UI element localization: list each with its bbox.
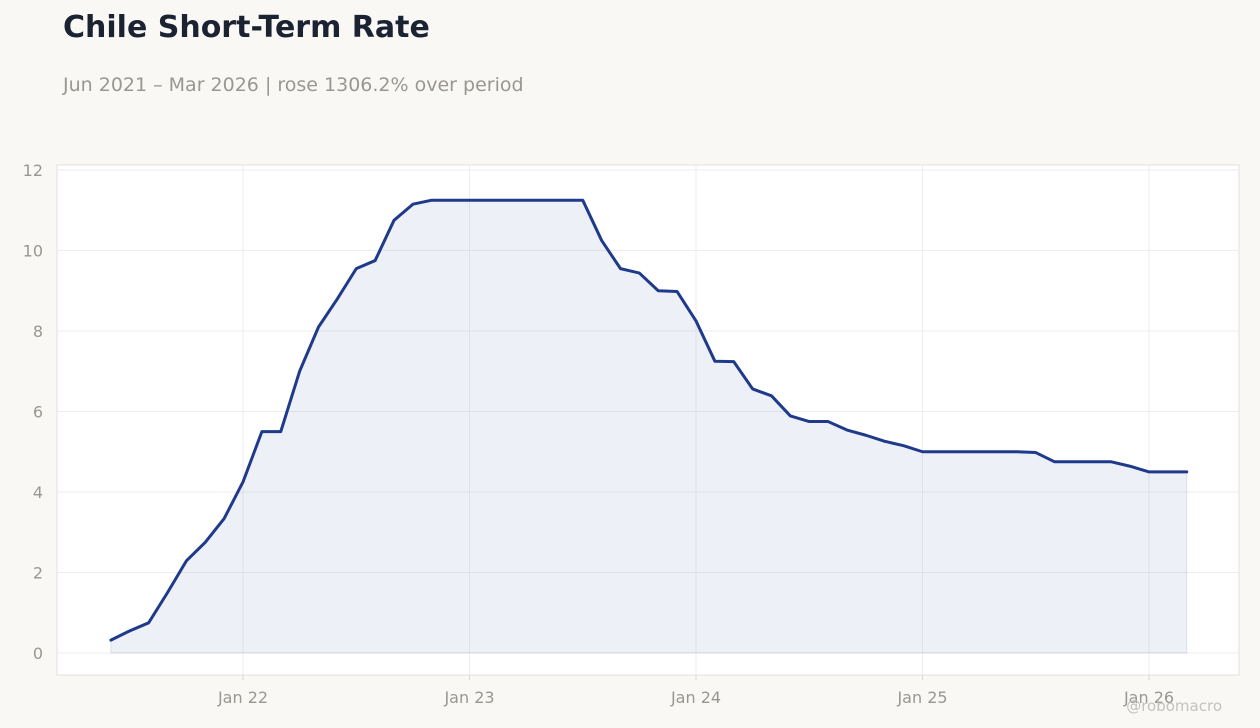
data-point bbox=[884, 440, 886, 442]
data-point bbox=[846, 429, 848, 431]
series-line bbox=[109, 198, 1189, 642]
data-point bbox=[657, 290, 659, 292]
data-point bbox=[789, 415, 791, 417]
data-point bbox=[298, 370, 300, 372]
data-point bbox=[1110, 461, 1112, 463]
data-point bbox=[1129, 465, 1131, 467]
data-point bbox=[978, 451, 980, 453]
data-point bbox=[638, 272, 640, 274]
data-point bbox=[204, 541, 206, 543]
data-point bbox=[1053, 461, 1055, 463]
data-point bbox=[921, 451, 923, 453]
data-point bbox=[940, 451, 942, 453]
x-tick-label: Jan 23 bbox=[443, 688, 494, 707]
x-tick-label: Jan 25 bbox=[896, 688, 947, 707]
data-point bbox=[431, 199, 433, 201]
data-point bbox=[1091, 461, 1093, 463]
data-point bbox=[600, 239, 602, 241]
data-point bbox=[751, 388, 753, 390]
data-point bbox=[374, 259, 376, 261]
data-point bbox=[449, 199, 451, 201]
y-tick-label: 0 bbox=[33, 644, 43, 663]
y-tick-label: 8 bbox=[33, 322, 43, 341]
data-point bbox=[1167, 471, 1169, 473]
data-point bbox=[544, 199, 546, 201]
data-point bbox=[902, 445, 904, 447]
data-point bbox=[582, 199, 584, 201]
data-point bbox=[676, 290, 678, 292]
data-point bbox=[468, 199, 470, 201]
data-point bbox=[865, 434, 867, 436]
series-layer bbox=[109, 198, 1189, 654]
axes: 0 2 4 6 8 10 12 Jan 22 Jan 23 Jan 24 Jan 25 Jan 26 bbox=[23, 161, 1174, 707]
data-point bbox=[733, 360, 735, 362]
data-point bbox=[1016, 451, 1018, 453]
data-point bbox=[129, 630, 131, 632]
data-point bbox=[412, 203, 414, 205]
y-tick-label: 2 bbox=[33, 564, 43, 583]
data-point bbox=[355, 267, 357, 269]
data-point bbox=[166, 591, 168, 593]
data-point bbox=[1148, 471, 1150, 473]
data-point bbox=[959, 451, 961, 453]
data-point bbox=[563, 199, 565, 201]
y-tick-label: 6 bbox=[33, 403, 43, 422]
data-point bbox=[827, 420, 829, 422]
grid bbox=[57, 165, 1239, 675]
data-point bbox=[997, 451, 999, 453]
data-point bbox=[770, 395, 772, 397]
data-point bbox=[695, 320, 697, 322]
data-point bbox=[506, 199, 508, 201]
x-tick-label: Jan 26 bbox=[1123, 688, 1174, 707]
data-point bbox=[393, 219, 395, 221]
data-point bbox=[317, 326, 319, 328]
watermark: @robomacro bbox=[1126, 697, 1222, 715]
data-point bbox=[242, 481, 244, 483]
y-tick-label: 10 bbox=[23, 242, 43, 261]
data-point bbox=[1035, 451, 1037, 453]
data-point bbox=[487, 199, 489, 201]
data-point bbox=[714, 360, 716, 362]
x-tick-label: Jan 24 bbox=[670, 688, 721, 707]
data-point bbox=[223, 517, 225, 519]
data-point bbox=[525, 199, 527, 201]
data-point bbox=[1186, 471, 1188, 473]
chart-subtitle: Jun 2021 – Mar 2026 | rose 1306.2% over … bbox=[63, 74, 524, 96]
x-tick-label: Jan 22 bbox=[217, 688, 268, 707]
data-point bbox=[1072, 461, 1074, 463]
data-point bbox=[808, 420, 810, 422]
data-point bbox=[261, 430, 263, 432]
chart-title: Chile Short-Term Rate bbox=[63, 10, 430, 45]
data-point bbox=[185, 560, 187, 562]
y-tick-label: 4 bbox=[33, 483, 43, 502]
data-point bbox=[336, 298, 338, 300]
y-tick-label: 12 bbox=[23, 161, 43, 180]
data-point bbox=[619, 267, 621, 269]
data-point bbox=[280, 430, 282, 432]
data-point bbox=[147, 622, 149, 624]
data-point bbox=[110, 639, 112, 641]
